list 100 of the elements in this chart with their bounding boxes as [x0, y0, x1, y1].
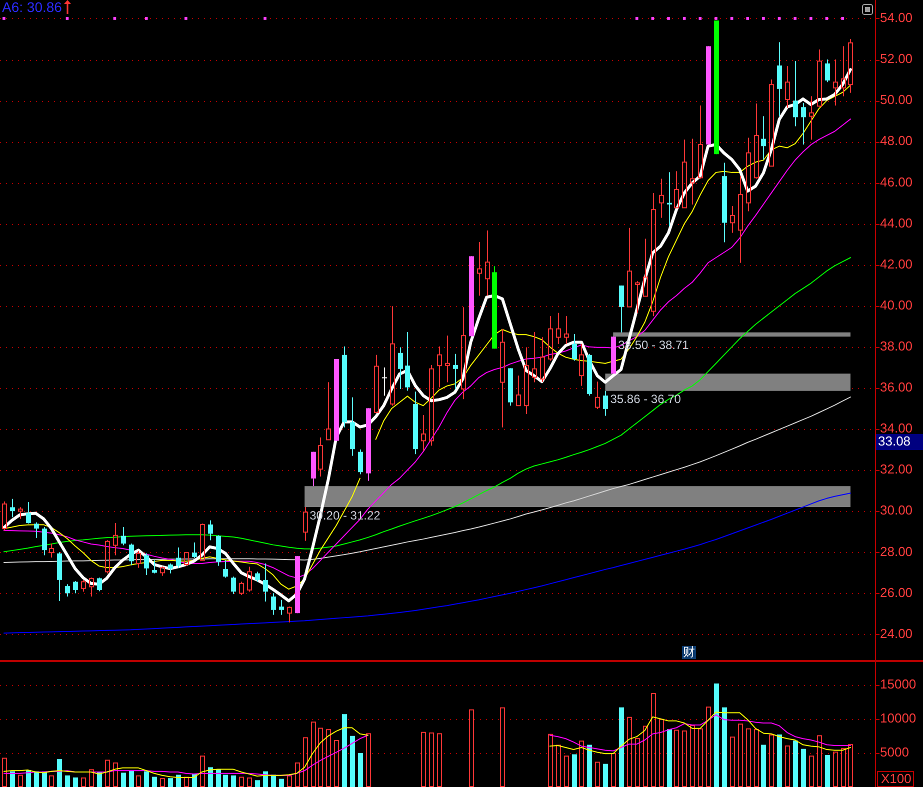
bar	[769, 734, 774, 787]
candlestick	[42, 526, 47, 556]
bar	[89, 769, 94, 787]
candlestick	[785, 66, 790, 108]
bar	[318, 728, 323, 787]
bar	[136, 775, 141, 787]
y-tick-label: 24.00	[880, 626, 913, 641]
y-tick-label: 28.00	[880, 544, 913, 559]
candlestick	[49, 543, 54, 558]
candlestick	[579, 343, 584, 386]
y-tick-label: 10000	[880, 710, 916, 726]
candlestick	[453, 353, 458, 390]
bar	[564, 756, 569, 787]
candlestick	[627, 227, 632, 308]
bar	[556, 744, 561, 787]
bar	[239, 776, 244, 787]
candlestick	[777, 42, 782, 117]
candlestick	[540, 336, 545, 382]
bar	[113, 762, 118, 787]
candlestick	[326, 382, 331, 440]
candlestick	[500, 328, 505, 428]
y-tick-label: 40.00	[880, 297, 913, 312]
candlestick	[144, 552, 149, 576]
y-tick-label: 54.00	[880, 10, 913, 26]
candlestick	[477, 242, 482, 296]
bar	[714, 683, 719, 787]
bar	[738, 724, 743, 787]
candlestick	[10, 498, 15, 518]
candlestick	[152, 560, 157, 574]
bar	[706, 706, 711, 787]
candlestick	[809, 96, 814, 140]
candlestick	[524, 346, 529, 415]
bar	[342, 714, 347, 787]
bar	[42, 771, 47, 787]
bar	[65, 775, 70, 787]
bar	[184, 776, 189, 787]
bar	[682, 730, 687, 787]
candlestick	[421, 414, 426, 452]
bar	[287, 775, 292, 787]
bar	[619, 707, 624, 787]
bar	[366, 733, 371, 787]
bar	[429, 732, 434, 787]
candlestick	[761, 116, 766, 160]
y-tick-label: 44.00	[880, 215, 913, 230]
candlestick	[231, 576, 236, 594]
y-tick-label: 15000	[880, 676, 916, 692]
y-tick-label: 5000	[880, 744, 909, 760]
candlestick	[129, 543, 134, 566]
bar	[168, 778, 173, 787]
bar	[500, 707, 505, 787]
bar	[635, 738, 640, 787]
bar	[247, 777, 252, 787]
candlestick	[619, 285, 624, 333]
candlestick	[682, 139, 687, 208]
y-tick-label: 30.00	[880, 502, 913, 518]
candlestick	[208, 520, 213, 541]
candlestick	[176, 546, 181, 568]
bar	[548, 734, 553, 787]
bar	[160, 778, 165, 787]
bar	[208, 767, 213, 787]
bar	[587, 744, 592, 787]
bar	[698, 728, 703, 787]
bar	[761, 744, 766, 787]
bar	[121, 772, 126, 787]
bar	[801, 748, 806, 787]
bar	[2, 758, 7, 787]
candlestick	[793, 60, 798, 127]
candlestick	[667, 172, 672, 227]
bar	[144, 771, 149, 787]
candlestick	[255, 571, 260, 582]
y-tick-label: 36.00	[880, 380, 913, 395]
bar	[334, 740, 339, 787]
bar	[643, 726, 648, 787]
bar	[295, 762, 300, 787]
bar	[326, 729, 331, 787]
bar	[255, 780, 260, 787]
y-tick-label: 46.00	[880, 174, 913, 190]
bar	[848, 744, 853, 787]
candlestick	[603, 390, 608, 416]
bar	[129, 770, 134, 787]
candlestick	[398, 346, 403, 390]
bar	[469, 709, 474, 787]
bar	[279, 778, 284, 787]
bar	[81, 777, 86, 787]
bar	[674, 730, 679, 787]
bar	[152, 776, 157, 787]
candlestick	[65, 584, 70, 598]
bar	[73, 777, 78, 787]
candlestick	[223, 560, 228, 578]
candlestick	[437, 346, 442, 388]
bar	[754, 729, 759, 787]
y-tick-label: 38.00	[880, 338, 913, 354]
candlestick	[271, 592, 276, 616]
candlestick	[825, 59, 830, 83]
bar	[105, 760, 110, 787]
candlestick	[168, 562, 173, 574]
bar	[271, 774, 276, 787]
candlestick	[643, 238, 648, 297]
bar	[659, 718, 664, 787]
candlestick	[34, 522, 39, 538]
